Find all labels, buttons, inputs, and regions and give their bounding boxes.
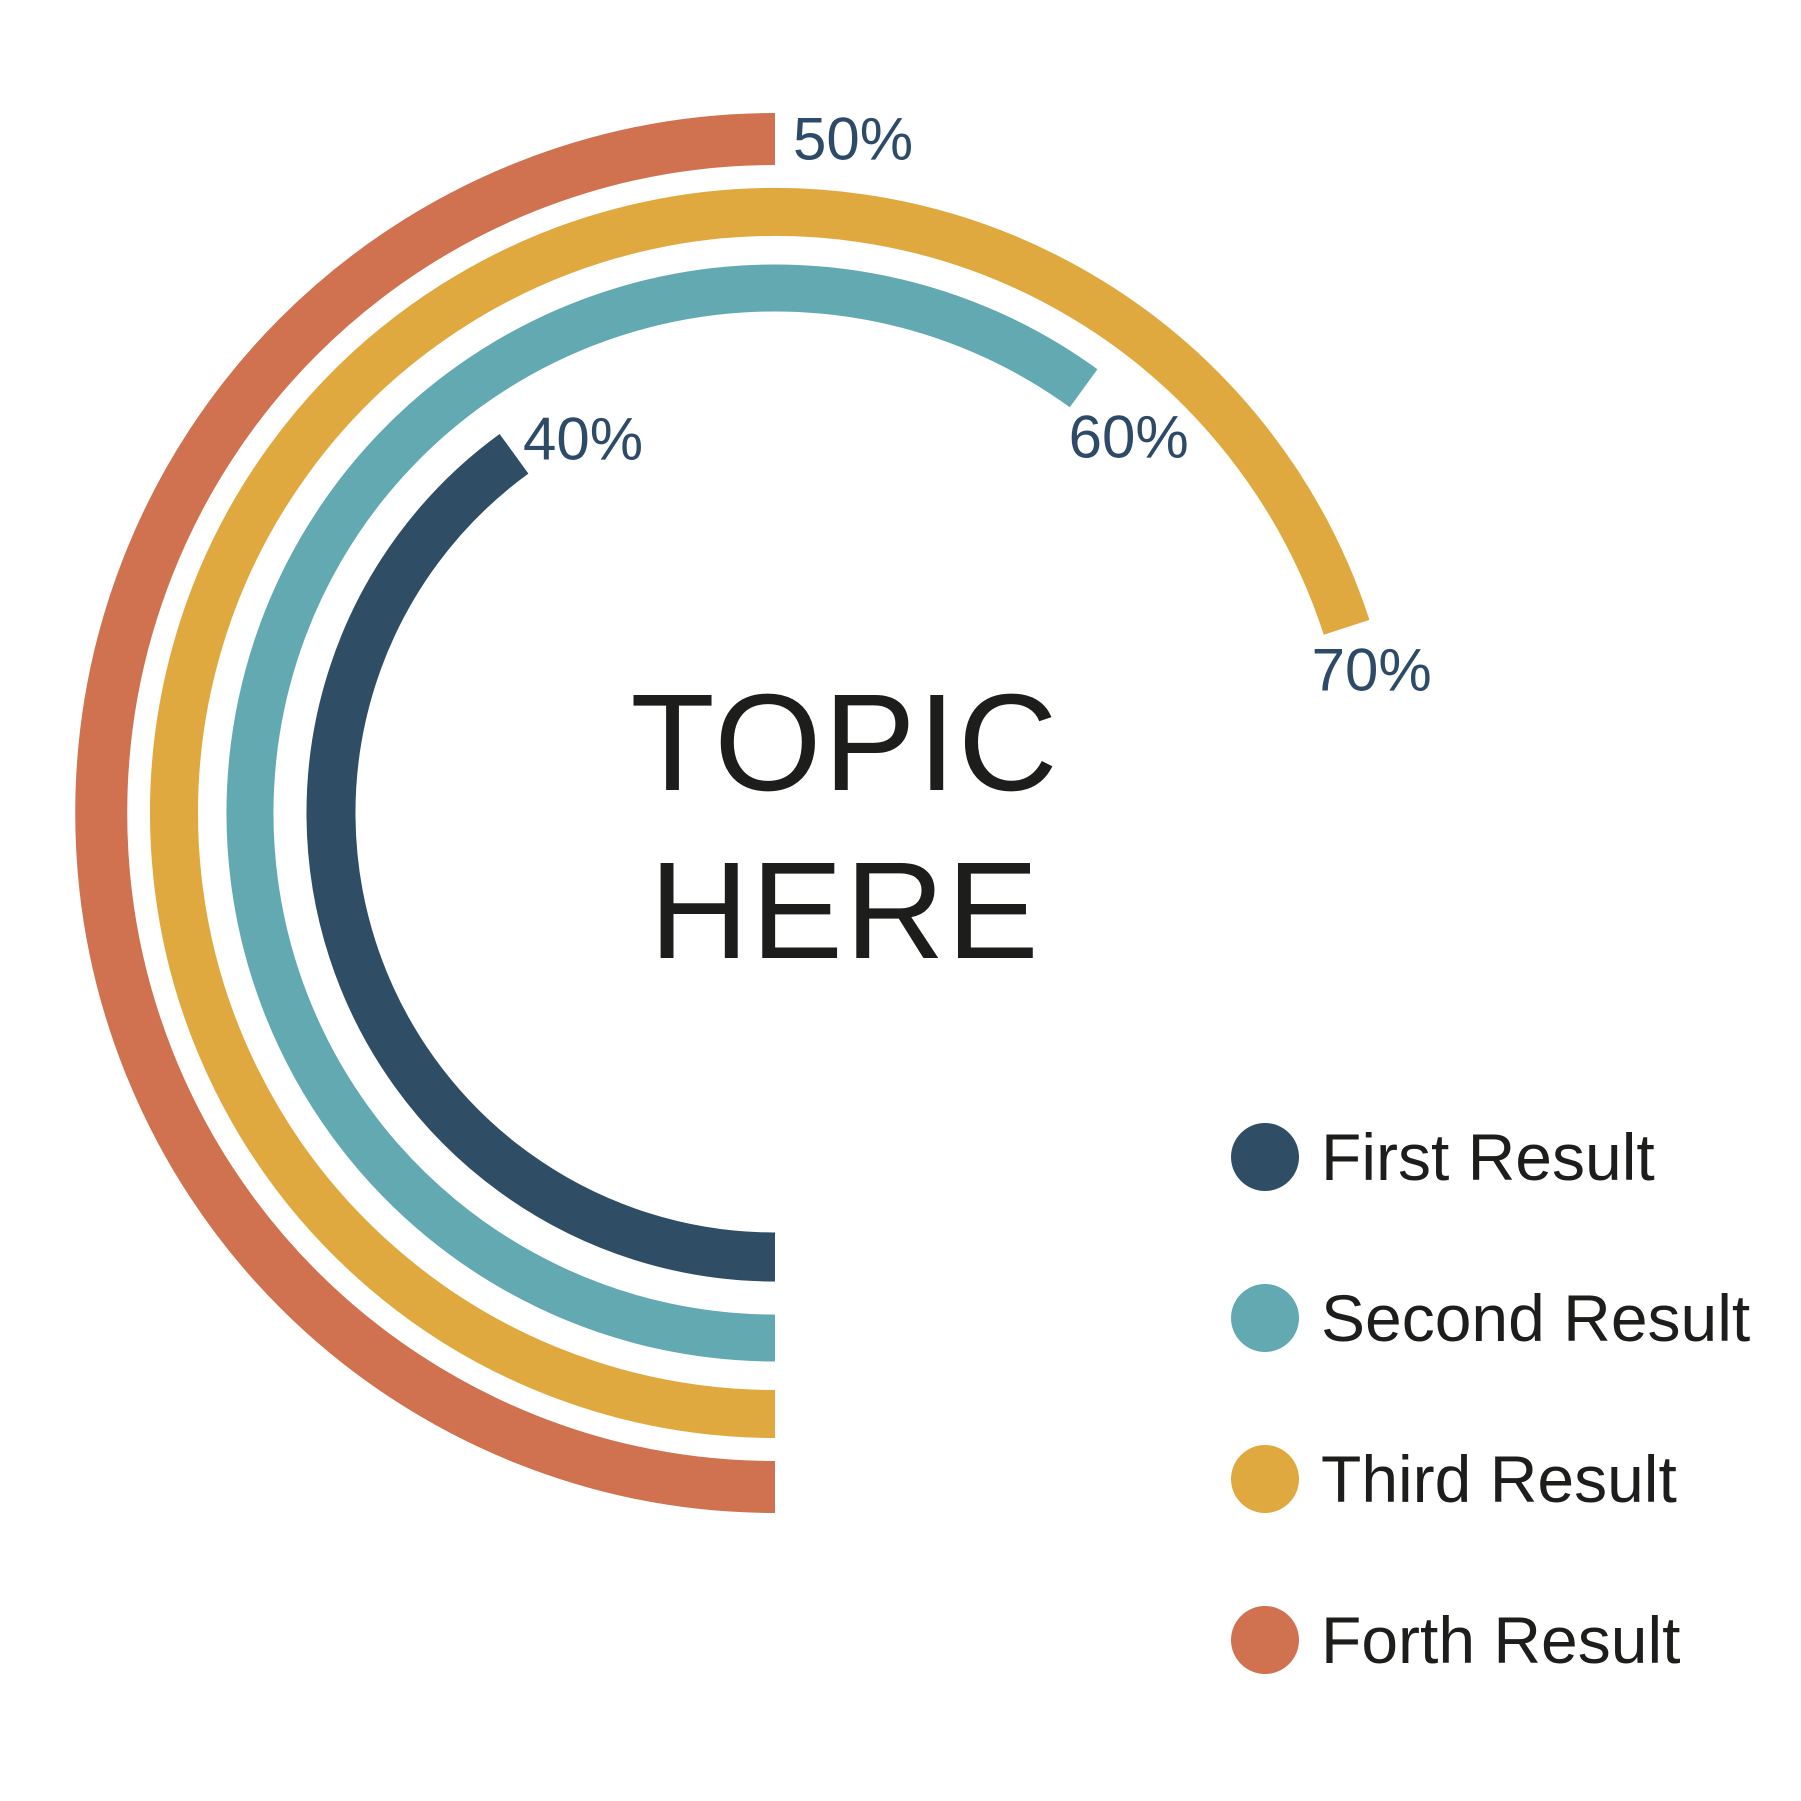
legend-swatch-forth-result [1231,1606,1299,1674]
legend-item-third-result: Third Result [1231,1442,1750,1516]
legend-label-second-result: Second Result [1321,1281,1751,1355]
legend-label-third-result: Third Result [1321,1442,1677,1516]
arc-second-result [226,264,1098,1362]
legend: First Result Second Result Third Result For… [1231,1120,1750,1767]
legend-swatch-second-result [1231,1284,1299,1352]
legend-item-first-result: First Result [1231,1120,1750,1194]
chart-title-line-1: TOPIC [630,666,1060,820]
legend-swatch-third-result [1231,1445,1299,1513]
chart-title-line-2: HERE [649,834,1041,988]
value-label-second-result: 60% [1068,403,1189,471]
legend-item-second-result: Second Result [1231,1281,1750,1355]
value-label-forth-result: 50% [793,105,914,173]
value-label-first-result: 40% [523,405,644,473]
legend-swatch-first-result [1231,1123,1299,1191]
arc-forth-result [75,113,776,1513]
chart-title: TOPIC HERE [630,659,1059,995]
value-label-third-result: 70% [1311,636,1432,704]
arc-third-result [150,188,1370,1438]
legend-item-forth-result: Forth Result [1231,1603,1750,1677]
legend-label-forth-result: Forth Result [1321,1603,1681,1677]
legend-label-first-result: First Result [1321,1120,1655,1194]
arc-first-result [306,433,776,1282]
